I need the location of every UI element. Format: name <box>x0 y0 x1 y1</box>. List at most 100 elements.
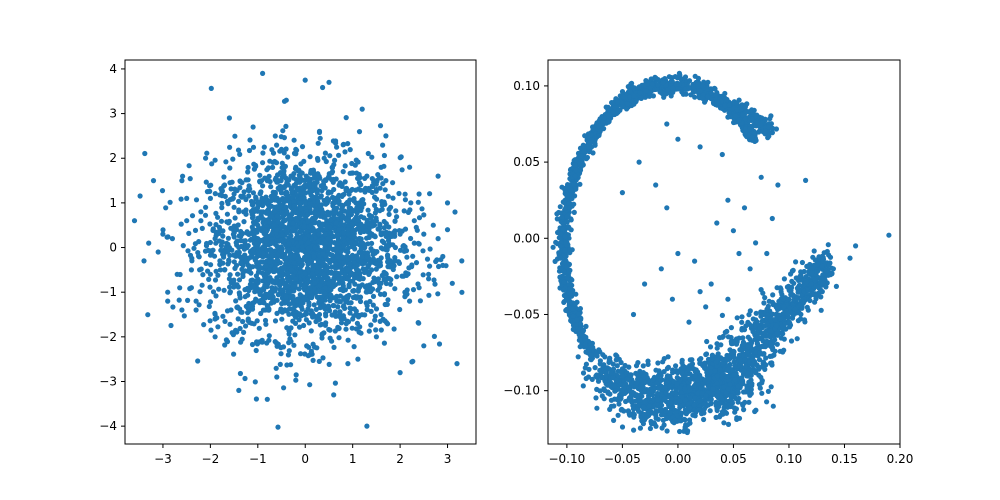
scatter-point <box>223 159 229 165</box>
scatter-point <box>359 253 365 260</box>
scatter-point <box>226 276 232 282</box>
scatter-point <box>246 287 252 294</box>
scatter-point <box>332 380 338 386</box>
scatter-point <box>611 383 618 389</box>
scatter-point <box>260 160 266 166</box>
scatter-point <box>263 321 269 327</box>
scatter-point <box>336 152 342 158</box>
scatter-point <box>292 332 298 338</box>
scatter-point <box>260 202 266 209</box>
scatter-point <box>254 318 260 324</box>
scatter-point <box>188 267 194 273</box>
scatter-point <box>569 196 575 202</box>
scatter-point <box>378 327 384 333</box>
scatter-point <box>356 225 362 231</box>
scatter-point <box>266 333 272 339</box>
scatter-point <box>298 206 304 212</box>
scatter-point <box>383 178 389 184</box>
scatter-point <box>360 223 366 229</box>
scatter-point <box>282 217 288 223</box>
scatter-point <box>262 227 268 233</box>
scatter-point <box>345 337 351 343</box>
scatter-point <box>207 239 213 246</box>
scatter-point <box>416 191 422 197</box>
scatter-point <box>619 373 625 379</box>
scatter-point <box>564 275 571 281</box>
scatter-point <box>327 217 334 223</box>
scatter-point <box>193 307 199 313</box>
scatter-point <box>669 78 675 84</box>
scatter-point <box>262 295 268 301</box>
scatter-point <box>310 341 316 347</box>
x-tick-label: 2 <box>396 452 404 466</box>
scatter-point <box>329 252 335 258</box>
scatter-point <box>306 302 312 309</box>
scatter-point <box>308 294 314 300</box>
scatter-point <box>236 198 242 204</box>
scatter-point <box>346 282 352 288</box>
scatter-point <box>368 286 374 292</box>
scatter-point <box>582 133 588 139</box>
scatter-point <box>202 212 209 218</box>
scatter-point <box>385 193 391 199</box>
scatter-point <box>283 204 289 210</box>
scatter-point <box>378 230 384 236</box>
scatter-point <box>165 298 171 304</box>
scatter-point <box>302 77 308 83</box>
scatter-point <box>359 240 365 246</box>
scatter-point <box>436 263 442 270</box>
scatter-point <box>264 396 270 402</box>
scatter-point <box>320 183 326 189</box>
scatter-point <box>333 138 339 144</box>
scatter-point <box>312 262 318 268</box>
scatter-point <box>360 276 366 282</box>
scatter-point <box>675 86 681 92</box>
scatter-point <box>576 311 582 317</box>
scatter-point <box>286 331 292 337</box>
scatter-point <box>728 325 735 331</box>
scatter-point <box>256 267 262 273</box>
scatter-point <box>385 297 391 303</box>
scatter-point <box>292 276 299 282</box>
scatter-point <box>196 239 202 245</box>
scatter-point <box>421 343 427 349</box>
scatter-point <box>368 322 374 328</box>
scatter-point <box>363 228 369 234</box>
scatter-point <box>568 216 574 222</box>
scatter-point <box>142 150 148 157</box>
scatter-point <box>285 352 291 358</box>
scatter-point <box>345 249 351 255</box>
scatter-point <box>731 119 737 126</box>
scatter-point <box>340 192 346 198</box>
scatter-point <box>290 284 296 290</box>
scatter-point <box>342 149 348 155</box>
scatter-point <box>267 292 273 298</box>
scatter-point <box>257 172 263 178</box>
scatter-point <box>364 253 370 260</box>
scatter-point <box>208 182 214 188</box>
scatter-point <box>288 325 294 331</box>
scatter-point <box>567 205 573 211</box>
scatter-point <box>301 158 307 164</box>
scatter-point <box>354 320 360 326</box>
scatter-point <box>343 115 349 121</box>
scatter-point <box>221 174 227 180</box>
scatter-point <box>577 145 584 151</box>
scatter-point <box>264 340 270 346</box>
scatter-point <box>260 70 266 76</box>
scatter-point <box>230 195 236 201</box>
scatter-point <box>311 302 317 308</box>
scatter-point <box>611 417 617 423</box>
scatter-point <box>249 320 255 326</box>
scatter-point <box>260 244 266 251</box>
scatter-point <box>410 253 416 259</box>
scatter-point <box>222 182 228 188</box>
scatter-point <box>629 80 635 86</box>
scatter-point <box>436 341 443 347</box>
scatter-point <box>225 235 231 241</box>
scatter-point <box>358 246 364 253</box>
scatter-point <box>305 245 311 251</box>
scatter-point <box>302 236 308 242</box>
scatter-point <box>393 208 399 214</box>
scatter-point <box>346 209 352 215</box>
